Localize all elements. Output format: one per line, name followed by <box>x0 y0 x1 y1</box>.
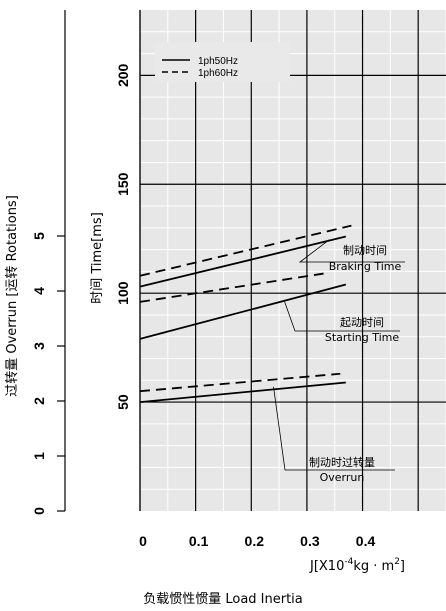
annotation-starting: 起动时间 Starting Time <box>325 316 400 344</box>
y-right-tick-label: 3 <box>31 342 47 350</box>
y-right-tick-label: 0 <box>31 507 47 515</box>
y-left-axis-title: 时间 Time[ms] <box>90 212 105 304</box>
y-right-tick-label: 1 <box>31 452 47 460</box>
plot-background <box>140 10 446 511</box>
annotation-braking-en: Braking Time <box>329 260 402 273</box>
chart-title: 负载惯性惯量 Load Inertia <box>143 591 303 607</box>
annotation-starting-en: Starting Time <box>325 331 400 344</box>
y-right-axis-title: 过转量 Overrun [运转 Rotations] <box>5 195 20 397</box>
x-tick-label: 0.3 <box>300 533 320 549</box>
x-tick-label: 0.2 <box>245 533 265 549</box>
series-line-overrun-60hz <box>139 372 341 393</box>
x-axis-title-unit: kg · m <box>353 559 394 574</box>
x-axis-title-exp: -4 <box>344 557 353 567</box>
annotation-braking: 制动时间 Braking Time <box>329 244 402 273</box>
x-axis-title: J[X10-4kg · m2] <box>309 557 405 574</box>
y-left-tick-label: 150 <box>115 172 131 196</box>
legend: 1ph50Hz 1ph60Hz <box>155 42 290 82</box>
x-tick-label: 0.1 <box>189 533 209 549</box>
y-left-tick-label: 200 <box>115 63 131 87</box>
annotation-starting-zh: 起动时间 <box>340 316 384 329</box>
y-right-tick-label: 2 <box>31 397 47 405</box>
x-axis-title-unit-exp: 2 <box>394 557 400 567</box>
legend-label-50hz: 1ph50Hz <box>198 56 238 67</box>
x-tick-label: 0 <box>139 533 147 549</box>
y-right-tick-label: 5 <box>31 232 47 240</box>
series-line-overrun-50hz <box>139 381 346 403</box>
x-tick-label: 0.4 <box>356 533 376 549</box>
annotation-leader-line <box>284 301 400 332</box>
annotation-leader-line <box>298 239 405 263</box>
legend-background <box>155 42 290 82</box>
annotation-overrun: 制动时过转量 Overrun <box>309 455 375 484</box>
legend-label-60hz: 1ph60Hz <box>198 68 238 79</box>
y-left-tick-label: 100 <box>115 281 131 305</box>
x-axis-title-close: ] <box>400 559 405 574</box>
x-axis-title-main: J[X10 <box>309 559 344 574</box>
annotation-braking-zh: 制动时间 <box>343 244 387 257</box>
y-right-tick-label: 4 <box>31 287 47 295</box>
series-line-braking-50hz <box>139 235 347 288</box>
annotation-overrun-en: Overrun <box>320 471 365 484</box>
y-left-tick-label: 50 <box>115 394 131 410</box>
annotation-leader-line <box>273 386 395 471</box>
series-line-starting-50hz <box>139 283 347 340</box>
series-line-braking-60hz <box>139 224 352 277</box>
annotation-overrun-zh: 制动时过转量 <box>309 455 375 469</box>
